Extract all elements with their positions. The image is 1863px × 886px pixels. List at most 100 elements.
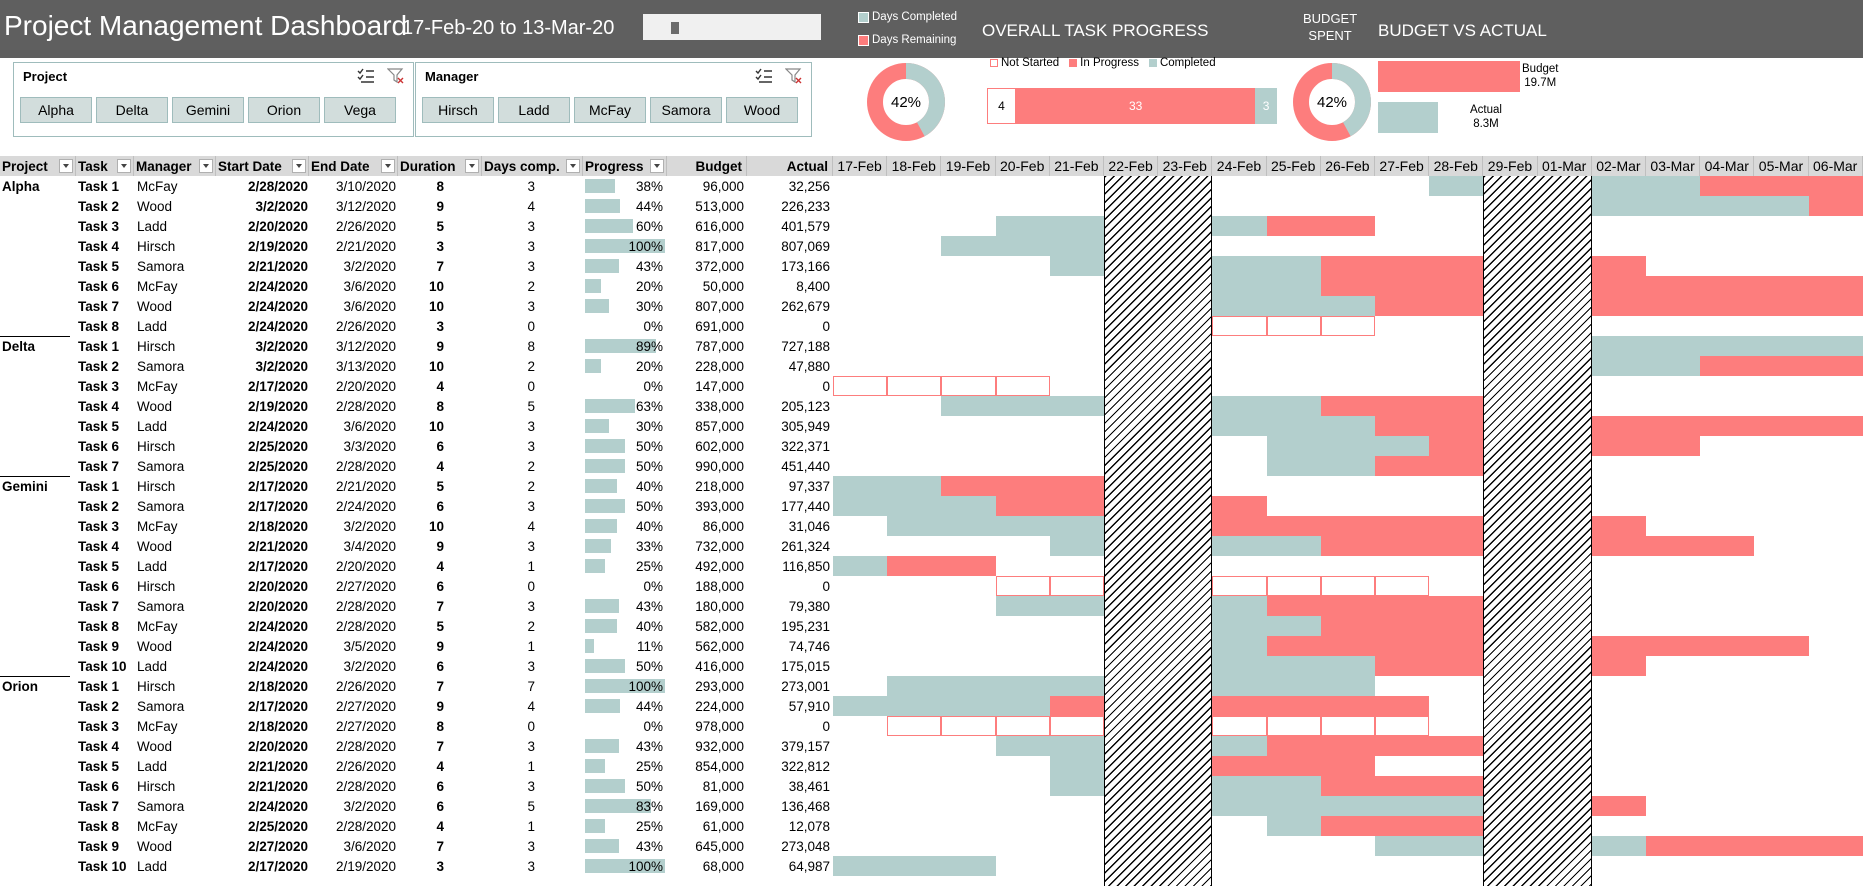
- budget-cell: 86,000: [702, 518, 744, 534]
- end-date-cell: 2/28/2020: [335, 818, 396, 834]
- end-date-cell: 2/27/2020: [335, 578, 396, 594]
- actual-cell: 305,949: [781, 418, 830, 434]
- end-date-cell: 3/2/2020: [343, 798, 396, 814]
- budget-cell: 602,000: [695, 438, 744, 454]
- slicer-project-delta[interactable]: Delta: [96, 97, 168, 123]
- progress-bar: [585, 519, 617, 533]
- slicer-project-orion[interactable]: Orion: [248, 97, 320, 123]
- progress-cell: 33%: [635, 538, 663, 554]
- filter-dropdown-icon[interactable]: [292, 159, 306, 173]
- column-header-days-comp[interactable]: Days comp.: [482, 156, 583, 176]
- column-header-start-date[interactable]: Start Date: [216, 156, 309, 176]
- gantt-day-remaining: [1375, 656, 1430, 676]
- duration-cell: 7: [436, 838, 444, 854]
- gantt-day-remaining: [1754, 296, 1809, 316]
- legend-days-completed: Days Completed: [858, 11, 957, 23]
- manager-cell: McFay: [137, 378, 178, 394]
- table-row: Task 3 Ladd 2/20/2020 2/26/2020 5 3 60% 616,000…: [0, 216, 833, 236]
- filter-dropdown-icon[interactable]: [566, 159, 580, 173]
- date-header: 28-Feb: [1429, 156, 1484, 176]
- slicer-manager-ladd[interactable]: Ladd: [498, 97, 570, 123]
- gantt-day-remaining: [1212, 756, 1267, 776]
- progress-cell: 25%: [635, 758, 663, 774]
- gantt-day-completed: [1375, 436, 1430, 456]
- budget-cell: 68,000: [702, 858, 744, 874]
- gantt-day-remaining: [1049, 476, 1104, 496]
- filter-dropdown-icon[interactable]: [381, 159, 395, 173]
- clear-filter-icon[interactable]: [387, 68, 405, 84]
- progress-bar: [585, 279, 601, 293]
- column-header-duration[interactable]: Duration: [398, 156, 482, 176]
- budget-cell: 787,000: [695, 338, 744, 354]
- column-header-project[interactable]: Project: [0, 156, 76, 176]
- slicer-project-vega[interactable]: Vega: [324, 97, 396, 123]
- project-separator: [0, 476, 70, 477]
- actual-cell: 0: [822, 718, 830, 734]
- actual-cell: 807,069: [781, 238, 830, 254]
- column-header-manager[interactable]: Manager: [134, 156, 216, 176]
- slicer-project-gemini[interactable]: Gemini: [172, 97, 244, 123]
- manager-cell: Ladd: [137, 318, 168, 334]
- days-completed-cell: 3: [527, 298, 535, 314]
- gantt-day-remaining: [1266, 756, 1321, 776]
- scrollbar-thumb[interactable]: [671, 22, 679, 34]
- slicer-manager-samora[interactable]: Samora: [650, 97, 722, 123]
- date-header: 27-Feb: [1375, 156, 1430, 176]
- progress-cell: 0%: [643, 318, 663, 334]
- task-cell: Task 8: [78, 618, 120, 634]
- gantt-day-completed: [995, 216, 1050, 236]
- project-cell: Orion: [2, 678, 38, 694]
- gantt-day-completed: [887, 696, 942, 716]
- gantt-day-remaining: [1808, 356, 1863, 376]
- gantt-day-remaining: [1320, 816, 1375, 836]
- filter-dropdown-icon[interactable]: [650, 159, 664, 173]
- project-cell: [2, 296, 74, 316]
- clear-filter-icon[interactable]: [785, 68, 803, 84]
- filter-dropdown-icon[interactable]: [59, 159, 73, 173]
- gantt-day-completed: [941, 236, 996, 256]
- gantt-day-completed: [1266, 396, 1321, 416]
- filter-dropdown-icon[interactable]: [199, 159, 213, 173]
- end-date-cell: 2/26/2020: [335, 758, 396, 774]
- actual-cell: 195,231: [781, 618, 830, 634]
- duration-cell: 9: [436, 698, 444, 714]
- project-cell: Delta: [2, 338, 36, 354]
- budget-cell: 61,000: [702, 818, 744, 834]
- timeline-scrollbar[interactable]: [643, 14, 821, 40]
- filter-dropdown-icon[interactable]: [117, 159, 131, 173]
- slicer-manager-mcfay[interactable]: McFay: [574, 97, 646, 123]
- progress-cell: 40%: [635, 478, 663, 494]
- gantt-day-remaining: [1808, 196, 1863, 216]
- project-cell: Gemini: [2, 478, 48, 494]
- gantt-day-completed: [1049, 776, 1104, 796]
- multi-select-icon[interactable]: [357, 68, 375, 84]
- gantt-day-completed: [995, 516, 1050, 536]
- slicer-project-alpha[interactable]: Alpha: [20, 97, 92, 123]
- budget-cell: 393,000: [695, 498, 744, 514]
- column-header-end-date[interactable]: End Date: [309, 156, 398, 176]
- gantt-day-remaining: [1591, 416, 1646, 436]
- gantt-day-completed: [1266, 416, 1321, 436]
- progress-cell: 11%: [636, 638, 663, 654]
- manager-cell: Ladd: [137, 558, 168, 574]
- project-cell: [2, 436, 74, 456]
- days-completed-cell: 0: [527, 378, 535, 394]
- start-date-cell: 3/2/2020: [255, 198, 308, 214]
- task-cell: Task 4: [78, 238, 120, 254]
- task-cell: Task 9: [78, 638, 120, 654]
- slicer-manager-hirsch[interactable]: Hirsch: [422, 97, 494, 123]
- filter-dropdown-icon[interactable]: [465, 159, 479, 173]
- gantt-day-not-started: [1212, 576, 1267, 596]
- progress-bar: [585, 659, 625, 673]
- column-header-task[interactable]: Task: [76, 156, 134, 176]
- table-row: Task 8 McFay 2/24/2020 2/28/2020 5 2 40% 582,00…: [0, 616, 833, 636]
- gantt-day-remaining: [1375, 296, 1430, 316]
- end-date-cell: 2/26/2020: [335, 218, 396, 234]
- slicer-manager-wood[interactable]: Wood: [726, 97, 798, 123]
- days-completed-cell: 2: [527, 478, 535, 494]
- multi-select-icon[interactable]: [755, 68, 773, 84]
- column-header-progress[interactable]: Progress: [583, 156, 667, 176]
- gantt-day-completed: [833, 696, 888, 716]
- days-completed-swatch: [858, 11, 869, 23]
- start-date-cell: 2/20/2020: [247, 738, 308, 754]
